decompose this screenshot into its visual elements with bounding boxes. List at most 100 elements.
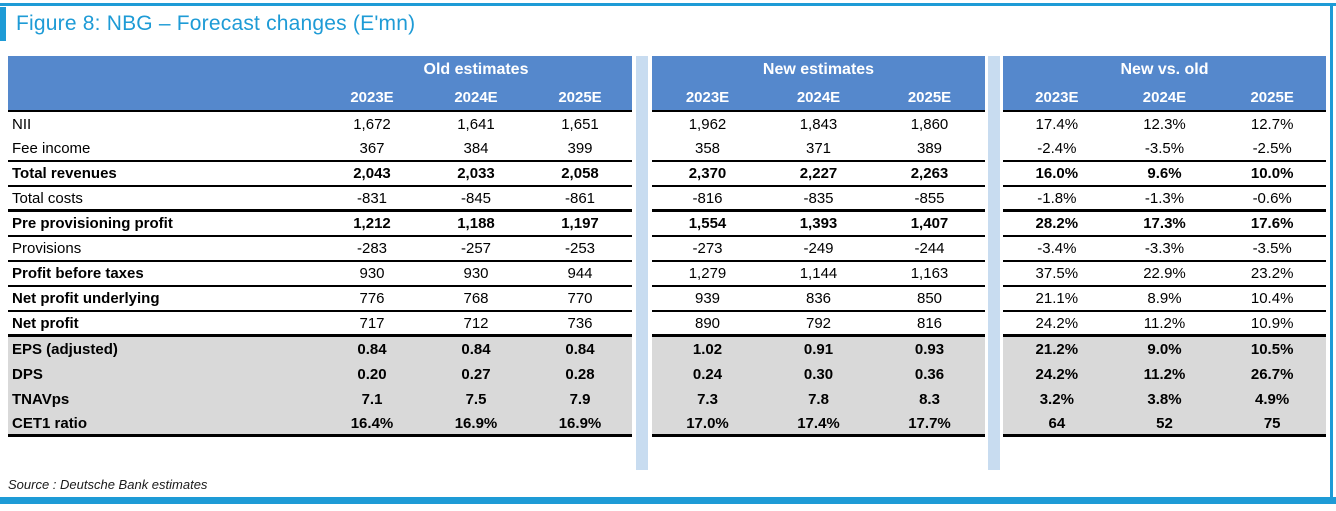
table-cell: -816 <box>692 189 723 207</box>
table-row: 21.1% 8.9% 10.4% <box>1003 287 1326 312</box>
table-cell: -831 <box>356 189 388 207</box>
table-cell: 816 <box>916 314 943 332</box>
table-cell: 384 <box>463 140 489 157</box>
table-cell: 17.7% <box>908 414 951 432</box>
table-cell: 0.84 <box>357 341 387 358</box>
table-cell: 0.28 <box>565 366 595 383</box>
year-header: 2024E <box>1142 88 1187 106</box>
table-cell: 850 <box>916 290 943 307</box>
table-row: 939 836 850 <box>652 287 985 312</box>
table-row: CET1 ratio 16.4% 16.9% 16.9% <box>8 412 632 437</box>
table-cell: 1,163 <box>910 265 949 282</box>
table-cell: 7.9 <box>569 391 591 408</box>
table-cell: 944 <box>567 265 593 282</box>
table-cell: 1,860 <box>910 116 949 133</box>
new-estimates-body: 1,962 1,843 1,860 358 371 389 2,370 2,227 2,263 -… <box>652 112 985 437</box>
row-label: Net profit underlying <box>12 290 160 307</box>
new-vs-old-header: New vs. old 2023E 2024E 2025E <box>1003 56 1326 112</box>
table-cell: 0.36 <box>914 366 945 383</box>
section-divider-strip <box>632 56 652 470</box>
row-label: Fee income <box>12 140 91 157</box>
table-cell: 1,197 <box>561 215 599 232</box>
table-cell: 0.27 <box>461 366 491 383</box>
table-cell: 64 <box>1048 414 1066 432</box>
table-row: Total revenues 2,043 2,033 2,058 <box>8 162 632 187</box>
table-cell: 11.2% <box>1143 366 1186 383</box>
figure-title-block: Figure 8: NBG – Forecast changes (E'mn) <box>0 6 415 42</box>
group-label-new: New estimates <box>762 61 875 78</box>
table-row: 37.5% 22.9% 23.2% <box>1003 262 1326 287</box>
table-cell: 2,058 <box>561 165 599 182</box>
table-cell: 1,144 <box>799 265 838 282</box>
table-cell: 7.1 <box>361 391 383 408</box>
table-cell: 770 <box>567 290 593 307</box>
row-label: Net profit <box>12 314 79 332</box>
table-cell: 3.8% <box>1147 391 1182 408</box>
table-cell: 75 <box>1263 414 1281 432</box>
table-row: DPS 0.20 0.27 0.28 <box>8 362 632 387</box>
table-row: 16.0% 9.6% 10.0% <box>1003 162 1326 187</box>
table-cell: -244 <box>914 240 945 257</box>
table-cell: 367 <box>359 140 385 157</box>
table-cell: 0.93 <box>914 341 945 358</box>
table-row: -1.8% -1.3% -0.6% <box>1003 187 1326 212</box>
table-cell: -3.5% <box>1144 140 1185 157</box>
table-cell: 1,962 <box>688 116 727 133</box>
right-divider-line <box>1330 3 1333 504</box>
table-row: Profit before taxes 930 930 944 <box>8 262 632 287</box>
table-cell: -1.3% <box>1144 189 1185 207</box>
table-cell: 0.30 <box>803 366 834 383</box>
new-estimates-years-row: 2023E 2024E 2025E <box>652 84 985 110</box>
table-cell: 930 <box>359 265 385 282</box>
year-header: 2023E <box>350 88 394 106</box>
table-cell: 24.2% <box>1035 366 1079 383</box>
table-cell: 17.4% <box>797 414 840 432</box>
year-header: 2025E <box>907 88 952 106</box>
table-cell: 0.84 <box>565 341 595 358</box>
table-cell: 0.91 <box>803 341 834 358</box>
table-row: Total costs -831 -845 -861 <box>8 187 632 212</box>
table-cell: 712 <box>463 314 489 332</box>
table-row: Net profit 717 712 736 <box>8 312 632 337</box>
year-header: 2025E <box>1250 88 1294 106</box>
table-cell: 16.4% <box>350 414 394 432</box>
table-cell: 389 <box>916 140 943 157</box>
table-row: 890 792 816 <box>652 312 985 337</box>
table-cell: -1.8% <box>1037 189 1077 207</box>
table-cell: 10.0% <box>1250 165 1294 182</box>
year-header: 2023E <box>1035 88 1079 106</box>
table-row: 21.2% 9.0% 10.5% <box>1003 337 1326 362</box>
table-cell: 17.6% <box>1250 215 1294 232</box>
table-cell: 930 <box>463 265 489 282</box>
table-cell: -3.4% <box>1037 240 1077 257</box>
year-header: 2025E <box>558 88 602 106</box>
table-row: TNAVps 7.1 7.5 7.9 <box>8 387 632 412</box>
table-cell: 836 <box>805 290 832 307</box>
table-cell: 3.2% <box>1039 391 1074 408</box>
table-cell: 17.4% <box>1035 116 1079 133</box>
table-row: Pre provisioning profit 1,212 1,188 1,197 <box>8 212 632 237</box>
table-cell: 371 <box>805 140 832 157</box>
table-cell: 16.0% <box>1035 165 1079 182</box>
table-cell: 1.02 <box>692 341 723 358</box>
table-row: 24.2% 11.2% 26.7% <box>1003 362 1326 387</box>
row-label: TNAVps <box>12 391 70 408</box>
table-cell: 1,188 <box>457 215 495 232</box>
table-cell: -257 <box>460 240 492 257</box>
table-cell: 16.9% <box>454 414 498 432</box>
table-cell: 8.9% <box>1147 290 1182 307</box>
table-cell: -855 <box>914 189 945 207</box>
row-label: EPS (adjusted) <box>12 341 118 358</box>
old-estimates-body: NII 1,672 1,641 1,651 Fee income 367 384 399 Tot… <box>8 112 632 437</box>
table-cell: 1,407 <box>910 215 949 232</box>
table-cell: 717 <box>359 314 385 332</box>
old-estimates-header: Old estimates 2023E 2024E 2025E <box>8 56 632 112</box>
table-cell: 7.8 <box>808 391 829 408</box>
section-new-estimates: New estimates 2023E 2024E 2025E 1,962 1,8… <box>652 56 985 437</box>
table-cell: 1,279 <box>688 265 727 282</box>
year-header: 2024E <box>796 88 841 106</box>
table-cell: 9.6% <box>1147 165 1182 182</box>
table-cell: 17.0% <box>686 414 729 432</box>
row-label: Total revenues <box>12 165 117 182</box>
row-label: Total costs <box>12 189 83 207</box>
